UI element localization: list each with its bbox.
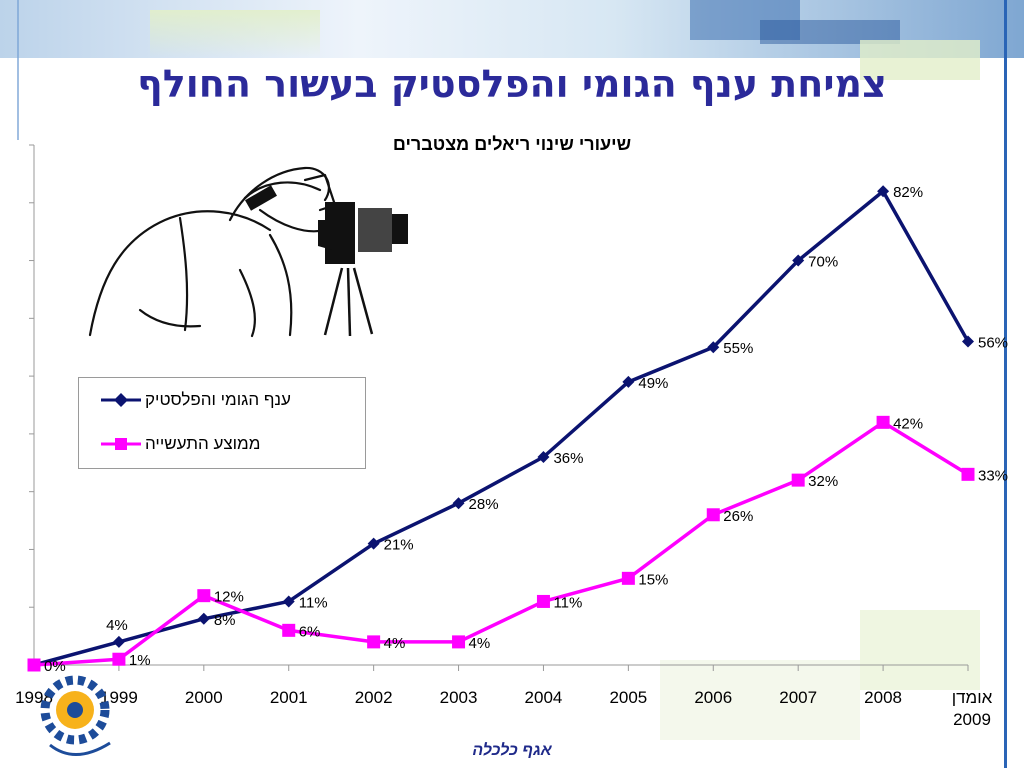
data-label-industry-average: 33% bbox=[978, 467, 1008, 484]
data-point-square bbox=[197, 589, 211, 603]
data-point-square bbox=[791, 473, 805, 487]
data-label-rubber-plastic: 82% bbox=[893, 184, 923, 201]
data-label-industry-average: 4% bbox=[469, 635, 491, 652]
data-point-square bbox=[367, 635, 381, 649]
data-label-rubber-plastic: 55% bbox=[723, 340, 753, 357]
chart-legend: ענף הגומי והפלסטיק ממוצע התעשייה bbox=[78, 377, 366, 469]
data-label-rubber-plastic: 49% bbox=[638, 375, 668, 392]
data-point-diamond bbox=[537, 451, 550, 463]
data-point-square bbox=[706, 508, 720, 522]
x-tick-label: 2008 bbox=[864, 688, 902, 707]
x-tick-label: 2007 bbox=[779, 688, 817, 707]
x-tick-label: 2005 bbox=[609, 688, 647, 707]
data-point-diamond bbox=[112, 635, 125, 648]
data-label-industry-average: 12% bbox=[214, 589, 244, 606]
x-tick-label: 2004 bbox=[525, 688, 563, 707]
series-line-1 bbox=[33, 420, 969, 667]
data-label-industry-average: 6% bbox=[299, 623, 321, 640]
data-label-industry-average: 26% bbox=[723, 508, 753, 525]
x-tick-label: 2003 bbox=[440, 688, 478, 707]
footer-department: אגף כלכלה bbox=[472, 742, 552, 759]
data-label-rubber-plastic: 4% bbox=[106, 617, 128, 634]
data-point-square bbox=[961, 467, 975, 481]
data-point-diamond bbox=[792, 254, 805, 267]
legend-entry-rubber-plastic: ענף הגומי והפלסטיק bbox=[79, 386, 367, 416]
slide-title: צמיחת ענף הגומי והפלסטיק בעשור החולף bbox=[137, 62, 887, 106]
legend-swatch-square-icon bbox=[101, 438, 141, 450]
x-tick-label: 2000 bbox=[185, 688, 223, 707]
legend-entry-industry-average: ממוצע התעשייה bbox=[79, 430, 367, 460]
data-point-diamond bbox=[197, 612, 210, 625]
data-point-square bbox=[452, 635, 466, 649]
data-point-square bbox=[621, 571, 635, 585]
legend-marker bbox=[114, 393, 128, 407]
data-point-diamond bbox=[367, 537, 380, 550]
data-point-square bbox=[282, 623, 296, 637]
legend-label-industry-average: ממוצע התעשייה bbox=[145, 434, 261, 453]
data-point-diamond bbox=[282, 595, 295, 608]
legend-label-rubber-plastic: ענף הגומי והפלסטיק bbox=[145, 390, 291, 409]
data-label-rubber-plastic: 21% bbox=[384, 537, 414, 554]
data-label-rubber-plastic: 36% bbox=[553, 450, 583, 467]
x-tick-label: אומדן 2009 bbox=[952, 688, 993, 729]
x-tick-label-line: 2009 bbox=[953, 710, 991, 729]
data-point-diamond bbox=[452, 497, 465, 510]
data-label-industry-average: 0% bbox=[44, 658, 66, 675]
x-tick-label-line: אומדן bbox=[952, 688, 993, 707]
x-tick-label: 2001 bbox=[270, 688, 308, 707]
data-label-rubber-plastic: 28% bbox=[469, 496, 499, 513]
data-point-diamond bbox=[962, 335, 974, 348]
series-line-0 bbox=[33, 189, 970, 667]
data-label-industry-average: 15% bbox=[638, 571, 668, 588]
chart-title: שיעורי שינוי ריאלים מצטברים bbox=[392, 134, 632, 154]
x-tick-label: 1999 bbox=[100, 688, 138, 707]
data-point-square bbox=[536, 594, 550, 608]
x-tick-label: 2006 bbox=[694, 688, 732, 707]
data-point-square bbox=[112, 652, 126, 666]
data-label-rubber-plastic: 56% bbox=[978, 334, 1008, 351]
data-label-industry-average: 42% bbox=[893, 415, 923, 432]
data-point-square bbox=[876, 415, 890, 429]
data-label-industry-average: 4% bbox=[384, 635, 406, 652]
data-label-industry-average: 32% bbox=[808, 473, 838, 490]
legend-marker bbox=[115, 438, 127, 450]
data-point-diamond bbox=[707, 341, 720, 354]
data-label-rubber-plastic: 70% bbox=[808, 254, 838, 271]
organization-logo bbox=[40, 675, 111, 756]
data-label-industry-average: 11% bbox=[553, 594, 582, 611]
photographer-illustration bbox=[88, 166, 408, 338]
data-label-rubber-plastic: 8% bbox=[214, 612, 236, 629]
data-point-diamond bbox=[877, 185, 890, 198]
data-point-diamond bbox=[622, 375, 635, 388]
data-label-industry-average: 1% bbox=[129, 652, 151, 669]
data-point-square bbox=[27, 658, 41, 672]
x-tick-label: 2002 bbox=[355, 688, 393, 707]
legend-swatch-diamond-icon bbox=[101, 393, 141, 407]
data-label-rubber-plastic: 11% bbox=[299, 594, 328, 611]
